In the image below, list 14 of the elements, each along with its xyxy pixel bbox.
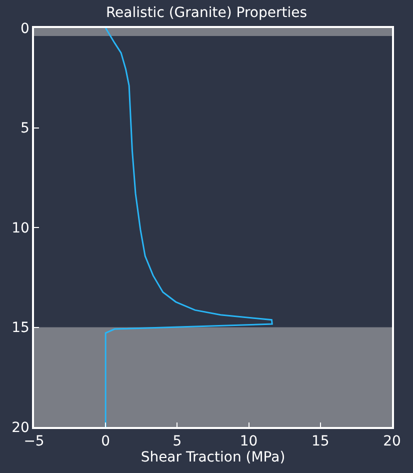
y-tick-label: 10	[12, 220, 30, 236]
x-tick-label: 10	[240, 434, 258, 450]
x-tick-label: −5	[24, 434, 44, 450]
y-tick-label: 5	[20, 120, 30, 137]
x-tick-label: 15	[311, 434, 330, 450]
y-tick-label: 0	[20, 20, 30, 37]
x-tick-label: 0	[101, 434, 110, 450]
x-tick-label: 20	[383, 434, 401, 450]
chart-title: Realistic (Granite) Properties	[106, 4, 308, 21]
x-axis-title: Shear Traction (MPa)	[140, 450, 286, 466]
line-series	[104, 28, 273, 427]
x-tick-label: 5	[172, 434, 182, 450]
y-tick-label: 20	[12, 420, 30, 436]
y-tick-label: 15	[12, 320, 30, 336]
